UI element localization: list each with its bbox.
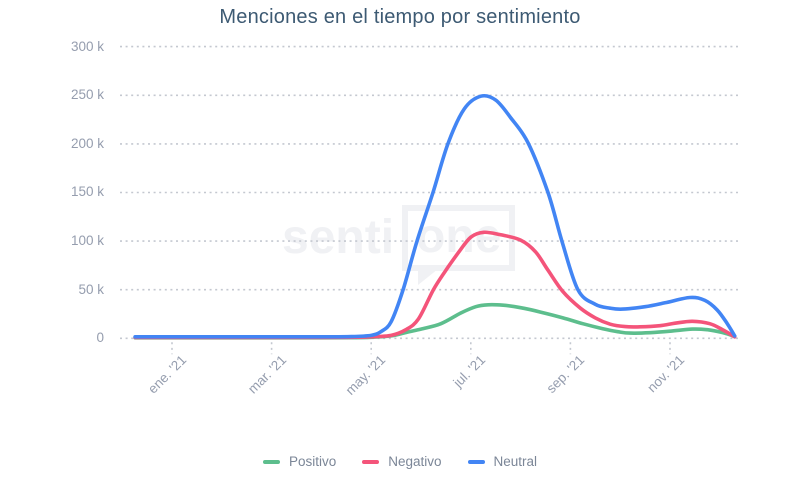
y-tick-label-150: 150 k <box>70 184 104 199</box>
y-tick-label-300: 300 k <box>70 39 104 54</box>
series-line-neutral[interactable] <box>133 93 737 339</box>
series-line-negativo[interactable] <box>133 230 737 340</box>
series-line-positivo[interactable] <box>133 302 737 340</box>
watermark-text-senti: senti <box>282 211 395 264</box>
series-lines <box>133 93 737 340</box>
x-tick-marks <box>171 342 671 355</box>
legend-item-positivo[interactable]: Positivo <box>262 454 337 469</box>
legend-dash-icon <box>262 459 280 464</box>
legend-label: Positivo <box>288 454 337 469</box>
watermark-bubble-tail-icon <box>418 269 439 285</box>
chart-legend: Positivo Negativo Neutral <box>0 454 800 469</box>
y-tick-label-50: 50 k <box>78 282 104 297</box>
y-tick-label-200: 200 k <box>70 136 104 151</box>
y-tick-label-100: 100 k <box>70 233 104 248</box>
legend-dash-icon <box>467 459 485 464</box>
legend-label: Neutral <box>493 454 538 469</box>
chart-title: Menciones en el tiempo por sentimiento <box>219 6 581 28</box>
legend-dash-icon <box>362 459 380 464</box>
legend-item-negativo[interactable]: Negativo <box>362 454 442 469</box>
gridlines <box>120 45 738 340</box>
y-tick-label-0: 0 <box>96 330 104 345</box>
legend-item-neutral[interactable]: Neutral <box>467 454 538 469</box>
y-tick-label-250: 250 k <box>70 87 104 102</box>
legend-label: Negativo <box>388 454 442 469</box>
